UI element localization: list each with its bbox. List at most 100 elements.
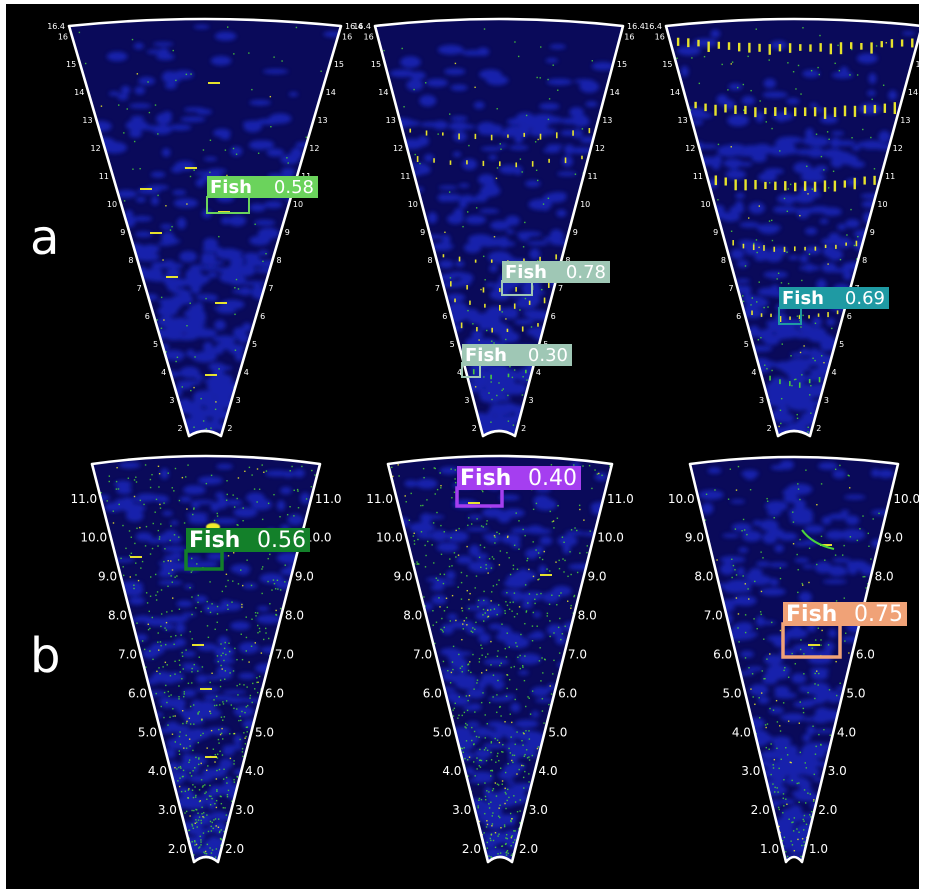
range-tick-left: 3 (464, 396, 469, 405)
fish-detection: Fish 0.40 (455, 466, 581, 508)
fish-detection: Fish 0.75 (781, 602, 907, 659)
row-label-b: b (30, 628, 61, 684)
range-tick-right: 12 (595, 144, 605, 153)
detection-class-label: Fish (786, 602, 837, 627)
range-tick-left: 7.0 (413, 647, 432, 661)
fan-outline (386, 454, 614, 864)
range-tick-right: 6 (260, 312, 265, 321)
range-tick-left: 5.0 (722, 686, 741, 700)
range-tick-left: 5.0 (138, 725, 157, 739)
range-tick-left: 5 (153, 340, 158, 349)
range-tick-left: 8 (428, 256, 433, 265)
range-tick-left: 11.0 (70, 492, 97, 506)
range-tick-left: 11 (400, 172, 410, 181)
range-tick-right: 13 (900, 116, 910, 125)
range-tick-left: 10 (408, 200, 418, 209)
range-tick-left: 12 (685, 144, 695, 153)
range-tick-left: 7 (137, 284, 142, 293)
range-tick-left: 13 (678, 116, 688, 125)
range-tick-right: 5.0 (548, 725, 567, 739)
range-tick-left: 13 (386, 116, 396, 125)
range-tick-left: 3 (169, 396, 174, 405)
range-tick-left: 10.0 (668, 492, 695, 506)
sonar-panel-b1: 11.0 11.0 10.0 10.0 9.0 9.0 8.0 8.0 7.0 7.0 6.0 6.0… (70, 454, 342, 864)
range-tick-left: 8.0 (694, 570, 713, 584)
echo-speckle (383, 28, 593, 436)
range-tick-right: 10.0 (597, 531, 624, 545)
sonar-panel-b3: 10.010.09.09.08.08.07.07.06.06.05.05.04.… (668, 455, 920, 864)
range-tick-right: 8.0 (285, 609, 304, 623)
range-tick-right: 1.0 (809, 842, 828, 856)
range-tick-right: 9.0 (295, 570, 314, 584)
range-tick-left: 16.4 (644, 22, 662, 31)
range-tick-right: 15 (916, 60, 919, 69)
row-label-a: a (30, 210, 60, 266)
range-tick-left: 4.0 (732, 725, 751, 739)
detection-score: 0.56 (257, 528, 306, 553)
range-tick-left: 4.0 (148, 764, 167, 778)
range-tick-right: 6.0 (558, 686, 577, 700)
range-tick-left: 4 (161, 368, 166, 377)
range-tick-left: 5 (744, 340, 749, 349)
range-tick-right: 8 (565, 256, 570, 265)
detection-class-label: Fish (505, 262, 547, 283)
range-tick-left: 5.0 (433, 725, 452, 739)
range-tick-left: 6 (736, 312, 741, 321)
range-tick-right: 5.0 (846, 686, 865, 700)
range-tick-left: 3.0 (741, 764, 760, 778)
range-tick-right: 16 (624, 32, 634, 41)
detection-class-label: Fish (210, 177, 252, 198)
range-tick-left: 11.0 (366, 492, 393, 506)
range-tick-right: 9 (870, 228, 875, 237)
range-tick-left: 6 (145, 312, 150, 321)
range-tick-left: 2 (472, 424, 477, 433)
range-tick-right: 3 (236, 396, 241, 405)
range-tick-left: 7 (435, 284, 440, 293)
fan-outline (688, 455, 900, 864)
range-tick-left: 7.0 (118, 647, 137, 661)
range-tick-left: 9 (713, 228, 718, 237)
fan-outline (664, 17, 924, 438)
range-tick-left: 14 (74, 88, 84, 97)
range-tick-right: 4.0 (245, 764, 264, 778)
range-tick-right: 11 (885, 172, 895, 181)
detection-label-bg (502, 261, 610, 283)
sonar-water (69, 19, 341, 436)
range-tick-right: 9.0 (884, 531, 903, 545)
detection-label-bg (207, 176, 318, 198)
range-tick-left: 10.0 (376, 531, 403, 545)
range-tick-left: 2.0 (462, 842, 481, 856)
range-tick-left: 6 (442, 312, 447, 321)
range-tick-left: 15 (66, 60, 76, 69)
detection-score: 0.75 (854, 602, 903, 627)
range-tick-left: 4 (457, 368, 462, 377)
sonar-panel-a1: 16.416.416161515141413131212111110109988… (47, 17, 363, 438)
range-tick-right: 8.0 (578, 609, 597, 623)
range-tick-left: 16 (655, 32, 665, 41)
range-tick-right: 7 (268, 284, 273, 293)
sonar-water (92, 456, 320, 862)
range-tick-left: 11 (99, 172, 109, 181)
echo-speckle (391, 464, 611, 862)
range-tick-left: 8 (721, 256, 726, 265)
range-tick-left: 2.0 (751, 803, 770, 817)
range-tick-right: 13 (317, 116, 327, 125)
range-tick-left: 7 (728, 284, 733, 293)
fan-outline (67, 17, 343, 438)
range-tick-right: 11.0 (315, 492, 342, 506)
range-tick-left: 2 (178, 424, 183, 433)
echo-speckle (100, 464, 316, 862)
range-tick-left: 11 (693, 172, 703, 181)
range-tick-left: 16 (364, 32, 374, 41)
range-tick-left: 16 (58, 32, 68, 41)
range-tick-right: 12 (893, 144, 903, 153)
range-tick-right: 5 (252, 340, 257, 349)
range-tick-right: 10.0 (893, 492, 919, 506)
range-tick-left: 2.0 (168, 842, 187, 856)
range-tick-right: 14 (610, 88, 620, 97)
range-tick-left: 6.0 (128, 686, 147, 700)
detection-class-label: Fish (189, 528, 240, 553)
range-tick-right: 3.0 (828, 764, 847, 778)
range-tick-left: 8.0 (403, 609, 422, 623)
range-tick-right: 2.0 (519, 842, 538, 856)
